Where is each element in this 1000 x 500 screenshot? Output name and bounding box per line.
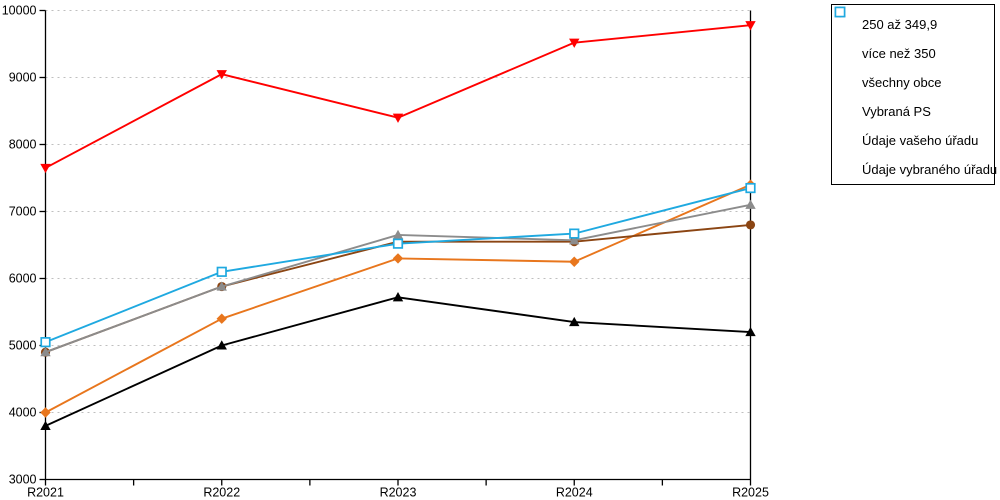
data-point-triangle-up [216, 281, 227, 291]
data-point-triangle-up [569, 316, 580, 327]
x-axis-label: R2021 [27, 486, 64, 500]
triangle-up-icon [834, 6, 856, 119]
legend-item: všechny obce [832, 6, 994, 97]
legend-item: Vybraná PS [832, 6, 994, 126]
x-axis-label: R2025 [732, 486, 769, 500]
data-point-diamond [392, 253, 404, 264]
legend: 250 až 349,9 více než 350 všechny obce Vybr… [831, 4, 998, 185]
series-údaje-vašeho-úřadu [40, 21, 756, 174]
data-point-triangle-up [392, 292, 404, 302]
legend-label: více než 350 [862, 46, 936, 61]
data-point-triangle-down [745, 21, 756, 31]
circle-icon [835, 7, 856, 61]
data-point-triangle-up [745, 199, 756, 209]
legend-label: Údaje vybraného úřadu [862, 162, 998, 177]
x-axis-label: R2024 [556, 486, 593, 500]
data-point-triangle-up [40, 347, 51, 357]
series-line [45, 24, 751, 169]
data-point-circle [745, 220, 756, 230]
data-point-square-open [40, 337, 51, 348]
series-vybraná-ps [40, 199, 756, 357]
data-point-diamond [40, 407, 51, 418]
legend-label: 250 až 349,9 [862, 17, 938, 32]
y-axis-label: 4000 [9, 406, 37, 420]
data-point-triangle-down [40, 163, 51, 174]
data-point-square-open [745, 182, 756, 194]
data-point-triangle-up [745, 326, 756, 337]
legend-label: všechny obce [862, 75, 942, 90]
legend-item: 250 až 349,9 [832, 6, 994, 39]
data-point-triangle-down [569, 38, 580, 48]
square-open-icon [834, 6, 856, 177]
legend-item: více než 350 [832, 7, 994, 68]
legend-item: Údaje vybraného úřadu [832, 6, 998, 184]
x-axis-label: R2023 [380, 486, 417, 500]
data-point-triangle-up [392, 229, 404, 240]
triangle-down-icon [834, 7, 856, 148]
legend-label: Vybraná PS [862, 104, 931, 119]
legend-item: Údaje vašeho úřadu [832, 7, 994, 155]
triangle-up-icon [834, 6, 856, 90]
data-point-triangle-up [216, 340, 227, 350]
y-axis-label: 6000 [9, 272, 37, 286]
y-axis-label: 5000 [9, 339, 37, 353]
data-point-triangle-down [216, 70, 227, 80]
data-point-triangle-up [569, 235, 580, 245]
series-line [45, 203, 751, 354]
series-line [45, 296, 751, 427]
data-point-diamond [216, 313, 227, 324]
y-axis-label: 10000 [2, 4, 37, 18]
diamond-icon [834, 6, 856, 32]
y-axis-label: 3000 [9, 473, 37, 487]
series-údaje-vybraného-úřadu [40, 182, 756, 348]
data-point-square-open [216, 266, 227, 277]
data-point-square-open [569, 228, 580, 239]
x-axis-label: R2022 [203, 486, 240, 500]
y-axis-label: 9000 [9, 71, 37, 85]
data-point-diamond [569, 256, 580, 267]
y-axis-label: 7000 [9, 205, 37, 219]
data-point-triangle-up [40, 420, 51, 430]
data-point-square-open [392, 238, 404, 249]
data-point-square-open [834, 6, 846, 18]
legend-label: Údaje vašeho úřadu [862, 133, 979, 148]
series-line [45, 187, 751, 344]
data-point-triangle-down [392, 113, 404, 123]
series-všechny-obce [40, 292, 756, 430]
y-axis-label: 8000 [9, 138, 37, 152]
